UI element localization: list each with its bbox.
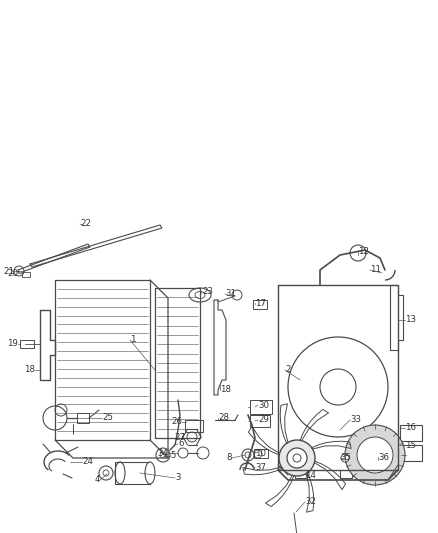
- Text: 24: 24: [82, 457, 93, 466]
- Text: 27: 27: [174, 433, 185, 442]
- Text: 12: 12: [358, 247, 369, 256]
- Circle shape: [341, 454, 349, 462]
- Bar: [295, 470, 307, 478]
- Text: 36: 36: [378, 453, 389, 462]
- Bar: [115, 462, 150, 484]
- Text: 18: 18: [24, 366, 35, 375]
- Bar: [400, 445, 422, 461]
- Bar: [22, 272, 30, 277]
- Text: 6: 6: [178, 440, 184, 448]
- Text: 2: 2: [285, 366, 290, 375]
- Bar: [250, 400, 272, 414]
- Text: 21: 21: [3, 266, 14, 276]
- Bar: [340, 470, 352, 478]
- Text: 5: 5: [170, 451, 176, 461]
- Text: 26: 26: [171, 417, 182, 426]
- Text: 4: 4: [95, 475, 100, 484]
- Text: 17: 17: [255, 298, 266, 308]
- Text: 30: 30: [258, 400, 269, 409]
- Text: 37: 37: [255, 464, 266, 472]
- Bar: [254, 449, 268, 458]
- Text: 3: 3: [175, 473, 180, 482]
- Text: 19: 19: [7, 340, 18, 349]
- Circle shape: [357, 437, 393, 473]
- Ellipse shape: [189, 288, 211, 302]
- Ellipse shape: [145, 462, 155, 484]
- Text: 18: 18: [220, 385, 231, 394]
- Circle shape: [156, 448, 170, 462]
- Text: 22: 22: [80, 220, 91, 229]
- Bar: [253, 300, 267, 309]
- Text: 28: 28: [218, 414, 229, 423]
- Circle shape: [287, 448, 307, 468]
- Circle shape: [245, 452, 251, 458]
- Text: 1: 1: [130, 335, 135, 344]
- Bar: [250, 415, 270, 427]
- Text: 13: 13: [405, 316, 416, 325]
- Circle shape: [178, 448, 188, 458]
- Text: 29: 29: [258, 416, 269, 424]
- Text: 14: 14: [305, 471, 316, 480]
- Circle shape: [99, 466, 113, 480]
- Bar: [185, 420, 203, 432]
- Text: 32: 32: [305, 497, 316, 506]
- Text: 8: 8: [226, 454, 232, 463]
- Bar: [400, 425, 422, 441]
- Text: 15: 15: [405, 440, 416, 449]
- Text: 23: 23: [202, 287, 213, 296]
- Circle shape: [279, 440, 315, 476]
- Ellipse shape: [115, 462, 125, 484]
- Text: 16: 16: [405, 424, 416, 432]
- Bar: [77, 413, 89, 423]
- Text: 31: 31: [225, 289, 236, 298]
- Text: 34: 34: [157, 448, 168, 457]
- Text: 11: 11: [370, 265, 381, 274]
- Text: 35: 35: [340, 454, 351, 463]
- Bar: [20, 340, 34, 348]
- Text: 25: 25: [102, 414, 113, 423]
- Circle shape: [232, 290, 242, 300]
- Text: 20: 20: [7, 269, 18, 278]
- Text: 10: 10: [255, 448, 266, 457]
- Circle shape: [345, 425, 405, 485]
- Text: 33: 33: [350, 416, 361, 424]
